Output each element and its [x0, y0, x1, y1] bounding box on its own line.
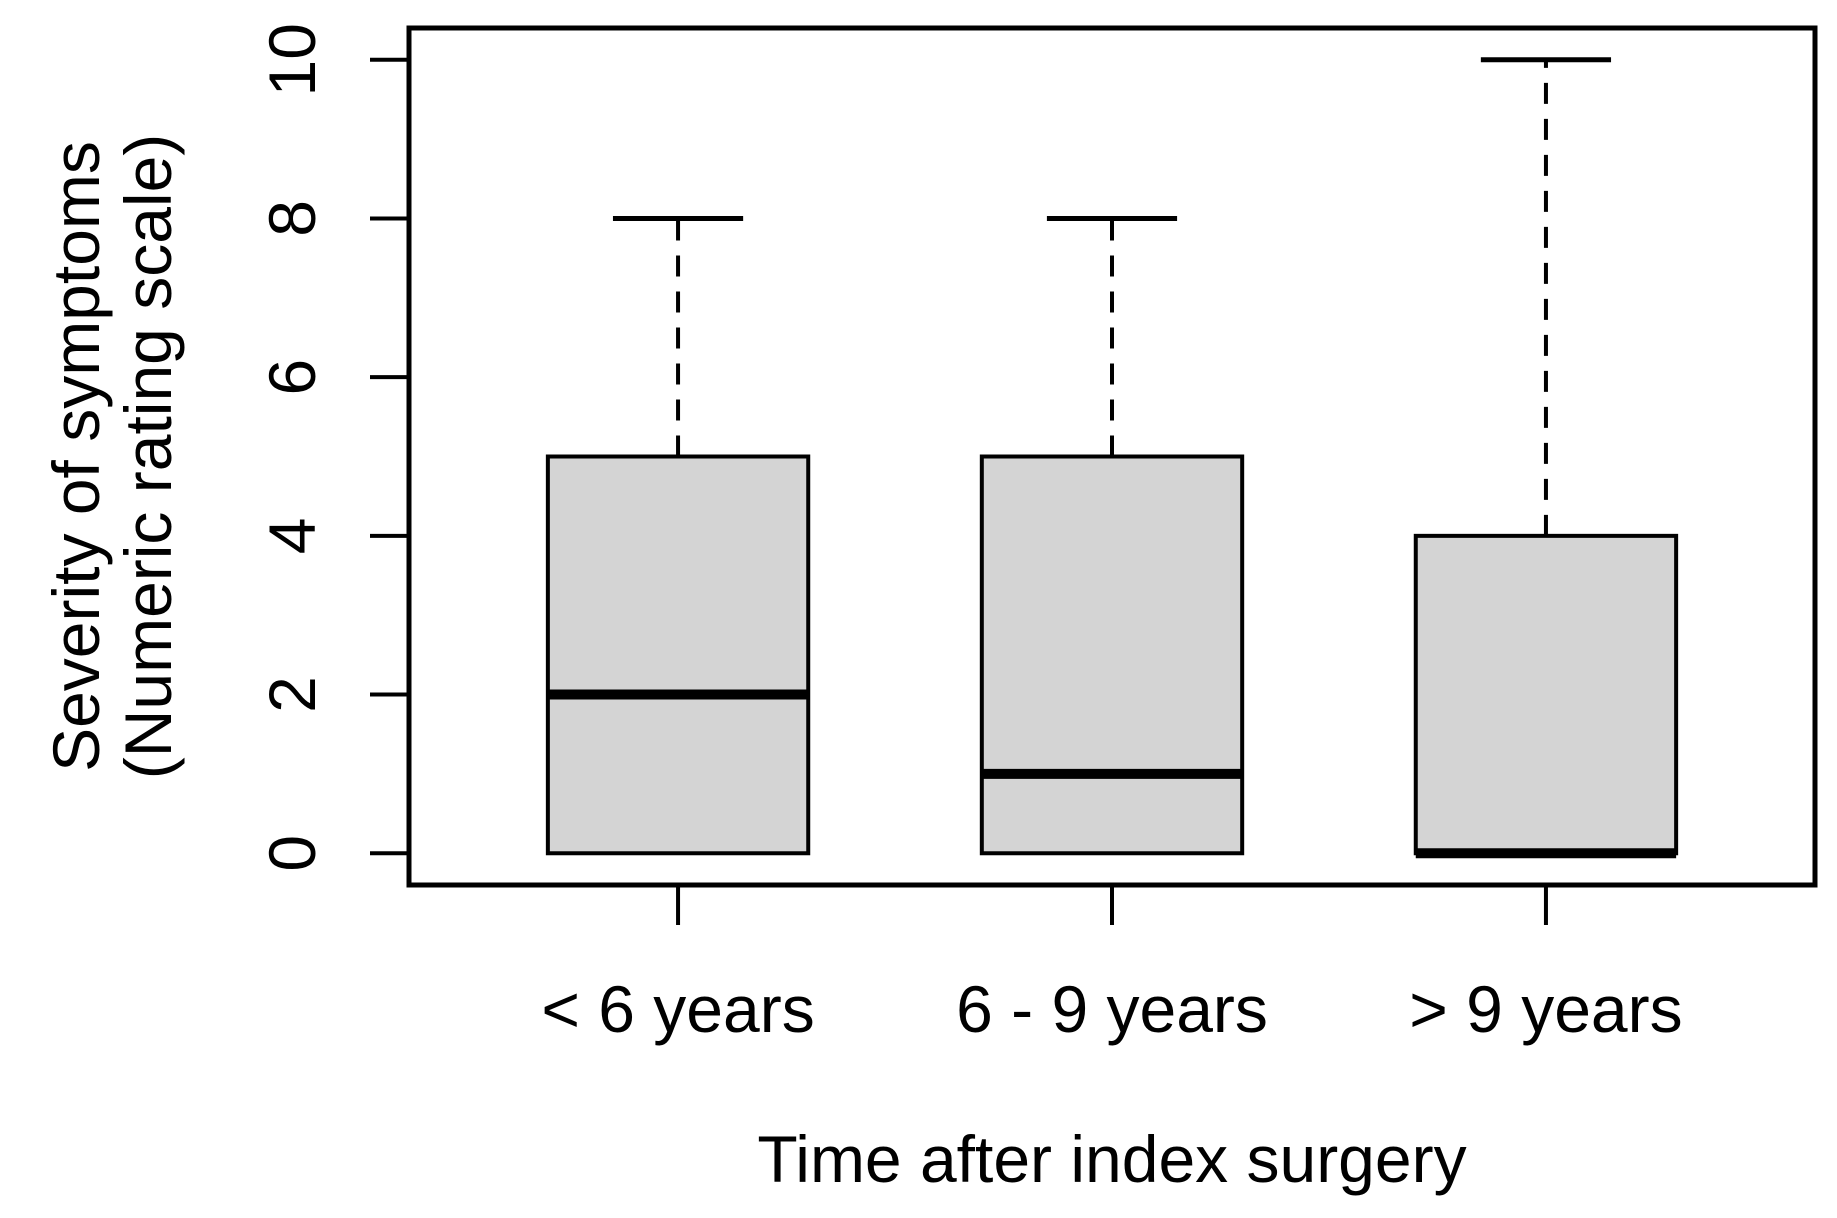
x-category-label: > 9 years — [1409, 972, 1682, 1046]
y-axis-title-line-2: (Numeric rating scale) — [111, 134, 185, 780]
y-axis-title-line-1: Severity of symptoms — [39, 141, 113, 772]
x-category-label: < 6 years — [541, 972, 814, 1046]
boxes-layer — [545, 454, 1679, 859]
x-category-label: 6 - 9 years — [956, 972, 1268, 1046]
box-iqr — [1413, 533, 1679, 856]
y-tick-label: 10 — [255, 23, 329, 96]
y-tick-label: 8 — [255, 200, 329, 237]
y-tick-label: 6 — [255, 359, 329, 396]
x-axis-title: Time after index surgery — [757, 1122, 1466, 1196]
y-tick-label: 0 — [255, 835, 329, 872]
box-iqr — [979, 454, 1245, 856]
y-tick-label: 4 — [255, 517, 329, 554]
y-axis: 0 2 4 6 8 10 — [255, 23, 409, 872]
x-axis: < 6 years 6 - 9 years > 9 years — [541, 885, 1683, 1046]
y-tick-label: 2 — [255, 676, 329, 713]
box-iqr — [545, 454, 811, 856]
whiskers-layer — [612, 57, 1612, 536]
